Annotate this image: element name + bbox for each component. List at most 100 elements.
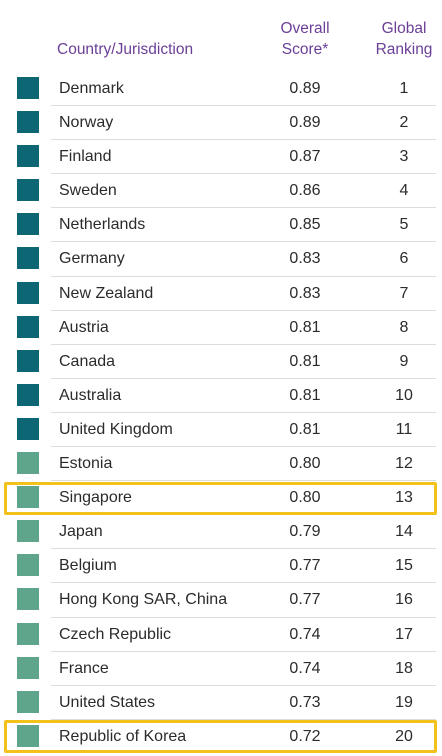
rank-header-line1: Global xyxy=(381,20,427,37)
rank-column-header: Global Ranking xyxy=(362,18,442,60)
table-row: Finland 0.87 3 xyxy=(0,140,442,175)
score-header-line2: Score* xyxy=(281,41,329,58)
table-row: Czech Republic 0.74 17 xyxy=(0,618,442,652)
table-row: United Kingdom 0.81 11 xyxy=(0,413,442,448)
table-header: Country/Jurisdiction Overall Score* Glob… xyxy=(0,0,442,72)
table-row: Netherlands 0.85 5 xyxy=(0,208,442,243)
table-row: Australia 0.81 10 xyxy=(0,379,442,413)
country-cell: Austria xyxy=(59,318,109,336)
table-row: Germany 0.83 6 xyxy=(0,242,442,277)
score-header-line1: Overall xyxy=(280,20,330,37)
country-cell: Netherlands xyxy=(59,216,146,234)
row-divider xyxy=(51,480,436,482)
score-cell: 0.74 xyxy=(289,659,321,677)
row-divider xyxy=(51,582,436,584)
score-cell: 0.74 xyxy=(289,625,321,643)
rank-cell: 2 xyxy=(399,114,409,132)
table-row: Belgium 0.77 15 xyxy=(0,549,442,584)
row-divider xyxy=(51,650,436,652)
color-legend-square xyxy=(17,520,39,543)
country-cell: Estonia xyxy=(59,455,113,473)
color-legend-square xyxy=(17,281,39,304)
color-legend-square xyxy=(17,656,39,679)
score-cell: 0.80 xyxy=(289,489,321,507)
score-cell: 0.89 xyxy=(289,80,321,97)
row-divider xyxy=(51,275,436,277)
color-legend-square xyxy=(17,452,39,475)
score-cell: 0.81 xyxy=(289,352,321,370)
country-cell: United Kingdom xyxy=(59,420,173,438)
score-cell: 0.81 xyxy=(289,420,321,438)
row-divider xyxy=(51,548,436,550)
country-cell: France xyxy=(59,659,109,677)
rank-cell: 10 xyxy=(395,386,413,404)
rank-cell: 15 xyxy=(395,557,413,575)
country-cell: Denmark xyxy=(59,80,124,97)
score-cell: 0.77 xyxy=(289,591,321,609)
table-row: Canada 0.81 9 xyxy=(0,345,442,379)
score-cell: 0.86 xyxy=(289,182,321,200)
row-divider xyxy=(51,616,436,618)
score-cell: 0.89 xyxy=(289,114,321,132)
country-cell: Republic of Korea xyxy=(59,727,187,745)
row-divider xyxy=(51,446,436,448)
rank-cell: 9 xyxy=(399,352,409,370)
rank-cell: 16 xyxy=(395,591,413,609)
country-cell: Japan xyxy=(59,523,103,541)
score-cell: 0.73 xyxy=(289,693,321,711)
country-cell: Australia xyxy=(59,386,122,404)
row-divider xyxy=(51,684,436,686)
row-divider xyxy=(51,718,436,720)
row-divider xyxy=(51,514,436,516)
country-cell: Norway xyxy=(59,114,114,132)
table-row: Republic of Korea 0.72 20 xyxy=(0,720,442,754)
color-legend-square xyxy=(17,622,39,645)
rank-cell: 11 xyxy=(395,420,413,438)
country-column-header: Country/Jurisdiction xyxy=(57,41,194,58)
score-cell: 0.85 xyxy=(289,216,321,234)
score-cell: 0.81 xyxy=(289,386,321,404)
color-legend-square xyxy=(17,77,39,99)
color-legend-square xyxy=(17,588,39,611)
row-divider xyxy=(51,105,436,107)
row-divider xyxy=(51,173,436,175)
score-cell: 0.77 xyxy=(289,557,321,575)
country-cell: Germany xyxy=(59,250,125,268)
color-legend-square xyxy=(17,315,39,338)
country-cell: Hong Kong SAR, China xyxy=(59,591,228,609)
row-divider xyxy=(51,343,436,345)
color-legend-square xyxy=(17,179,39,202)
row-divider xyxy=(51,139,436,141)
color-legend-square xyxy=(17,111,39,134)
color-legend-square xyxy=(17,349,39,372)
score-cell: 0.83 xyxy=(289,250,321,268)
row-divider xyxy=(51,241,436,243)
score-cell: 0.79 xyxy=(289,523,321,541)
color-legend-square xyxy=(17,247,39,270)
ranking-table-body: Denmark 0.89 1 Norway 0.89 2 Finland 0.87 3 Swede… xyxy=(0,72,442,754)
score-cell: 0.80 xyxy=(289,455,321,473)
table-row: Singapore 0.80 13 xyxy=(0,481,442,516)
score-cell: 0.72 xyxy=(289,727,321,745)
table-row: Japan 0.79 14 xyxy=(0,515,442,550)
color-legend-square xyxy=(17,724,39,747)
table-row: Norway 0.89 2 xyxy=(0,106,442,141)
rank-cell: 4 xyxy=(399,182,409,200)
country-cell: Sweden xyxy=(59,182,117,200)
color-legend-square xyxy=(17,145,39,168)
rank-cell: 5 xyxy=(399,216,409,234)
rank-cell: 3 xyxy=(399,148,409,166)
rank-cell: 12 xyxy=(395,455,413,473)
rank-cell: 20 xyxy=(395,727,413,745)
table-row: France 0.74 18 xyxy=(0,652,442,686)
rank-cell: 18 xyxy=(395,659,413,677)
rank-header-line2: Ranking xyxy=(375,41,433,58)
country-cell: Canada xyxy=(59,352,116,370)
country-cell: United States xyxy=(59,693,156,711)
country-cell: Finland xyxy=(59,148,112,166)
table-row: United States 0.73 19 xyxy=(0,686,442,720)
row-divider xyxy=(51,207,436,209)
row-divider xyxy=(51,377,436,379)
row-divider xyxy=(51,309,436,311)
table-row: Sweden 0.86 4 xyxy=(0,174,442,209)
